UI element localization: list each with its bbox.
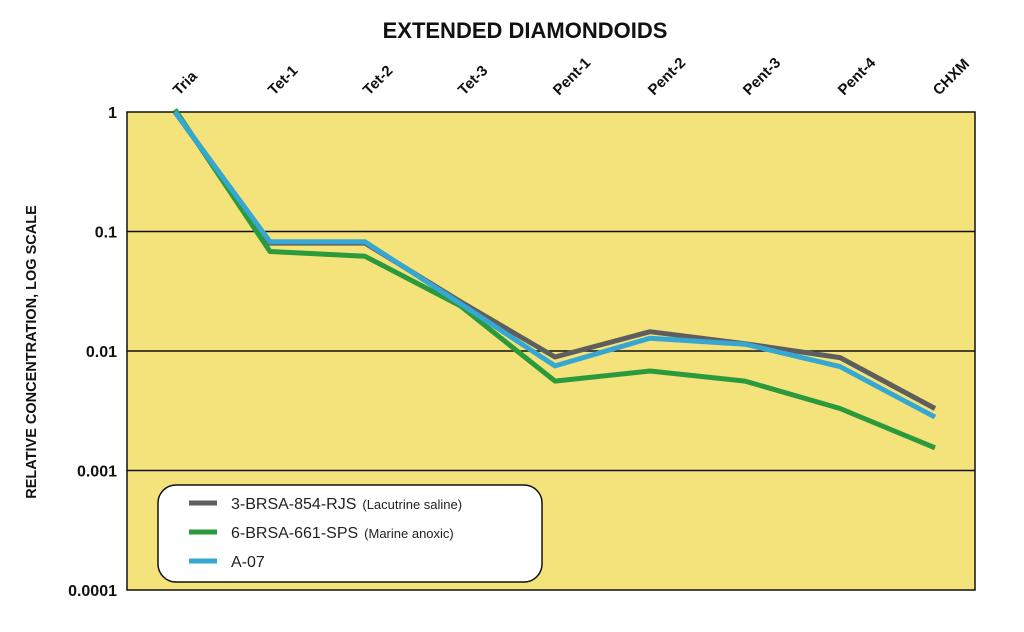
y-tick-label: 0.001	[77, 464, 117, 481]
grid-lines	[127, 230, 975, 472]
legend-series-name: 3-BRSA-854-RJS	[231, 496, 356, 513]
legend: 3-BRSA-854-RJS (Lacutrine saline) 6-BRSA-6…	[157, 484, 543, 583]
legend-entry: 6-BRSA-661-SPS (Marine anoxic)	[231, 525, 454, 542]
y-tick-labels: 1 0.1 0.01 0.001 0.0001	[68, 105, 117, 600]
legend-series-name: A-07	[231, 554, 265, 571]
legend-box	[157, 484, 543, 583]
legend-series-name: 6-BRSA-661-SPS	[231, 525, 358, 542]
chart-title: EXTENDED DIAMONDOIDS	[383, 18, 668, 43]
legend-series-qualifier: (Marine anoxic)	[364, 526, 454, 541]
y-tick-label: 1	[108, 105, 117, 122]
y-tick-label: 0.01	[86, 344, 117, 361]
series-line-2	[172, 108, 936, 451]
series-lines	[172, 108, 937, 451]
y-tick-label: 0.0001	[68, 583, 117, 600]
legend-series-qualifier: (Lacutrine saline)	[362, 497, 462, 512]
legend-entry: A-07	[231, 554, 265, 571]
y-tick-label: 0.1	[95, 225, 117, 242]
legend-entry: 3-BRSA-854-RJS (Lacutrine saline)	[231, 496, 462, 513]
y-axis-label: RELATIVE CONCENTRATION, LOG SCALE	[24, 205, 40, 499]
series-line-3	[172, 110, 937, 420]
